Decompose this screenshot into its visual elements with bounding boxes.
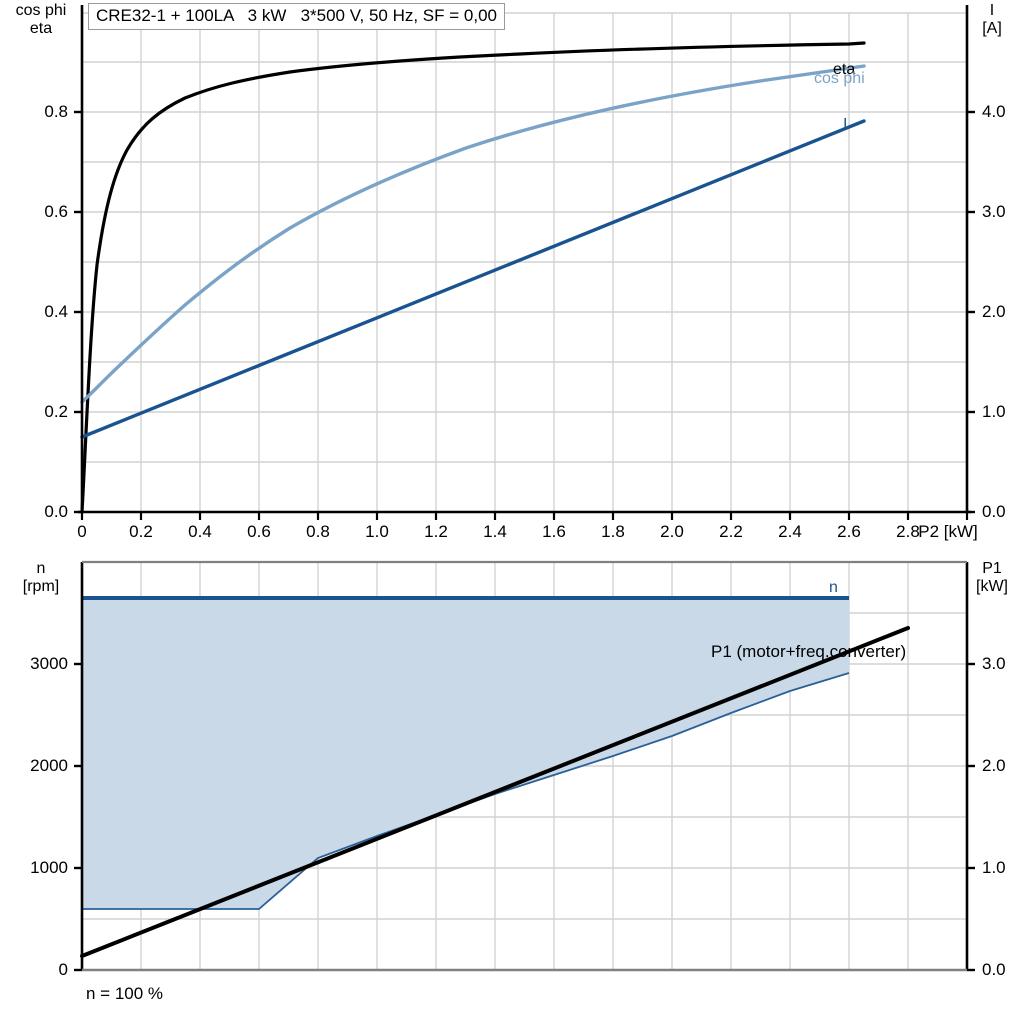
curve-current: [80, 119, 866, 439]
bottom-left-tick-3: 3000: [30, 654, 68, 673]
chart-title-box: CRE32-1 + 100LA 3 kW 3*500 V, 50 Hz, SF …: [88, 3, 505, 30]
bottom-right-tick-1: 1.0: [982, 858, 1006, 877]
top-axes: [78, 5, 971, 514]
label-speed: n: [829, 579, 838, 596]
top-x-tick-13: 2.6: [837, 522, 861, 541]
top-left-tick-3: 0.6: [44, 202, 68, 221]
bottom-left-ticks: [74, 662, 82, 972]
bottom-right-tick-2: 2.0: [982, 756, 1006, 775]
top-left-tick-2: 0.4: [44, 302, 68, 321]
bottom-right-axis-label: P1 [kW]: [976, 560, 1008, 595]
bottom-left-tick-1: 1000: [30, 858, 68, 877]
top-left-tick-0: 0.0: [44, 502, 68, 521]
label-p1: P1 (motor+freq.converter): [711, 642, 907, 661]
top-left-tick-4: 0.8: [44, 102, 68, 121]
top-x-tick-11: 2.2: [719, 522, 743, 541]
footer-note: n = 100 %: [86, 984, 164, 1003]
top-x-tick-6: 1.2: [424, 522, 448, 541]
top-x-tick-10: 2.0: [660, 522, 684, 541]
bottom-left-axis-label: n [rpm]: [22, 560, 60, 595]
curve-cos-phi: [80, 64, 866, 404]
top-x-tick-5: 1.0: [365, 522, 389, 541]
label-eta: eta: [833, 61, 856, 78]
top-x-tick-4: 0.8: [306, 522, 330, 541]
label-cos-phi: cos phi: [814, 70, 865, 87]
top-x-tick-12: 2.4: [778, 522, 802, 541]
top-left-ticks: [74, 110, 82, 514]
operating-band: [82, 598, 849, 909]
top-plot-svg: [74, 5, 975, 520]
top-x-tick-3: 0.6: [247, 522, 271, 541]
bottom-right-ticks: [967, 662, 975, 972]
curve-eta: [80, 41, 866, 514]
top-x-tick-8: 1.6: [542, 522, 566, 541]
top-x-tick-2: 0.4: [188, 522, 212, 541]
top-x-tick-9: 1.8: [601, 522, 625, 541]
top-right-tick-1: 1.0: [982, 402, 1006, 421]
top-right-tick-4: 4.0: [982, 102, 1006, 121]
bottom-right-tick-3: 3.0: [982, 654, 1006, 673]
top-x-tick-14: 2.8: [896, 522, 920, 541]
top-left-tick-1: 0.2: [44, 402, 68, 421]
top-x-tick-7: 1.4: [483, 522, 507, 541]
top-x-tick-1: 0.2: [129, 522, 153, 541]
label-current: I: [843, 116, 848, 133]
bottom-plot-svg: [74, 560, 975, 972]
bottom-right-tick-0: 0.0: [982, 960, 1006, 979]
bottom-left-tick-2: 2000: [30, 756, 68, 775]
top-right-tick-3: 3.0: [982, 202, 1006, 221]
top-right-tick-0: 0.0: [982, 502, 1006, 521]
top-x-axis-label: P2 [kW]: [918, 522, 978, 541]
top-x-ticks: [80, 512, 969, 520]
top-right-tick-2: 2.0: [982, 302, 1006, 321]
bottom-left-tick-0: 0: [58, 960, 68, 979]
top-right-axis-label: I [A]: [982, 2, 1002, 37]
top-grid: [82, 12, 968, 512]
curve-p1: [80, 626, 910, 958]
top-left-axis-label: cos phi eta: [15, 2, 67, 37]
top-right-ticks: [967, 110, 975, 514]
top-x-tick-0: 0: [77, 522, 87, 541]
